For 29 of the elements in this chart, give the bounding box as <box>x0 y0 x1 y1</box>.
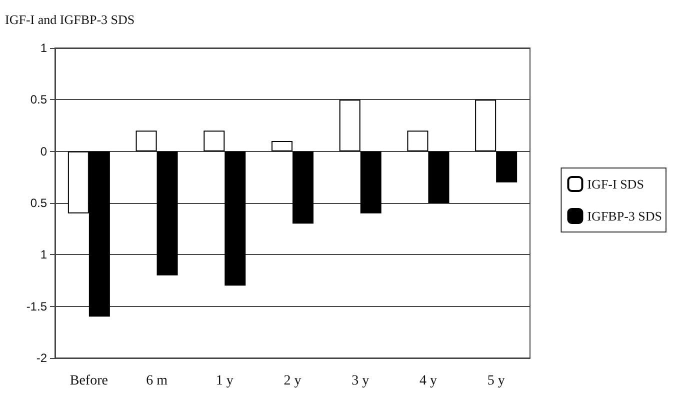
bar <box>156 151 178 276</box>
x-tick-label: Before <box>70 374 108 388</box>
y-tick-label: -2 <box>36 351 48 365</box>
bar <box>204 130 225 152</box>
x-tick-label: 6 m <box>146 374 168 388</box>
y-tick-label: 0.5 <box>30 92 48 107</box>
x-tick-label: 5 y <box>487 374 505 388</box>
bar <box>428 151 450 203</box>
y-tick-label: 1 <box>40 248 48 262</box>
y-tick-label: 0 <box>40 144 48 158</box>
y-tick-label: 1 <box>40 41 48 55</box>
x-tick-label: 1 y <box>216 374 234 388</box>
x-tick-label: 3 y <box>352 374 370 388</box>
bar <box>292 151 314 224</box>
bar <box>496 151 518 182</box>
bar <box>224 151 246 286</box>
legend-label: IGFBP-3 SDS <box>587 208 662 224</box>
bar <box>475 100 496 152</box>
y-tick-label: -1.5 <box>26 299 48 314</box>
bar <box>339 100 360 152</box>
x-tick-label: 4 y <box>419 374 437 388</box>
legend-label: IGF-I SDS <box>587 176 644 192</box>
bar <box>136 130 157 152</box>
bar <box>272 141 292 152</box>
bar <box>407 130 428 152</box>
y-tick-label: 0.5 <box>30 196 48 210</box>
x-tick-label: 2 y <box>284 374 302 388</box>
bar <box>360 151 382 214</box>
y-axis-title: IGF-I and IGFBP-3 SDS <box>5 12 135 27</box>
